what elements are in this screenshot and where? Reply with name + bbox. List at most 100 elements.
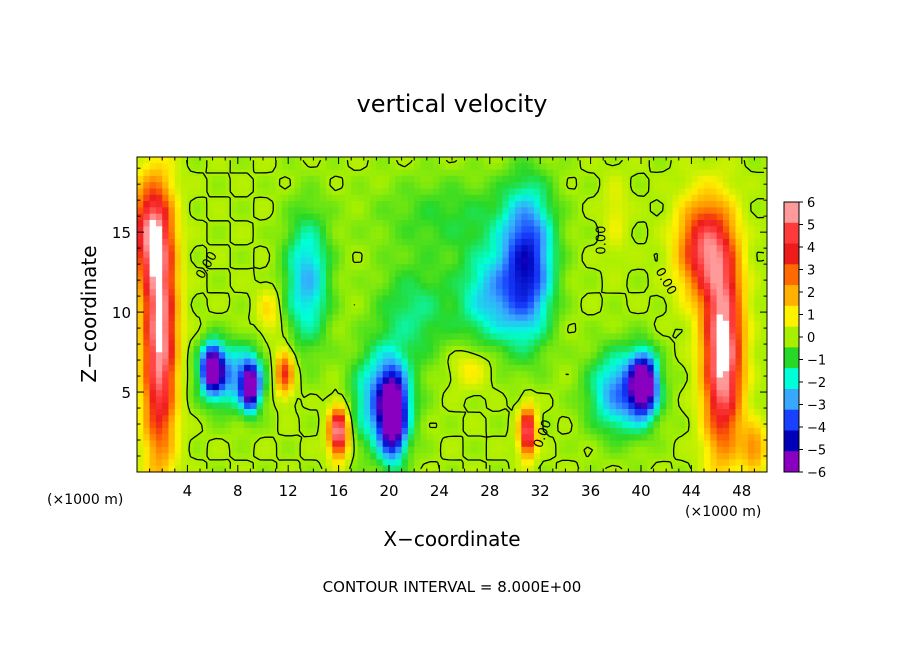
field-cell [319,157,327,164]
field-cell [552,314,560,322]
field-cell [760,301,767,309]
field-cell [407,264,415,271]
field-cell [218,446,226,454]
field-cell [281,175,289,183]
field-cell [351,213,359,221]
field-cell [187,314,195,322]
field-cell [370,283,377,290]
field-cell [319,320,327,328]
field-cell [351,421,359,429]
field-cell [590,238,598,246]
field-cell [609,427,617,435]
field-cell [218,434,226,442]
field-cell [659,251,667,259]
field-cell [483,169,491,177]
field-cell [508,352,516,360]
field-cell [666,245,674,253]
field-cell [641,201,648,208]
field-cell [496,213,503,221]
field-cell [137,358,144,366]
field-cell [464,163,472,171]
field-cell [552,276,560,284]
field-cell [754,434,762,442]
field-cell [338,402,346,410]
field-cell [181,327,188,334]
field-cell [307,409,314,416]
field-cell [678,396,686,404]
field-cell [250,465,258,472]
field-cell [496,453,503,460]
field-cell [515,308,522,316]
field-cell [508,465,516,472]
field-cell [710,188,718,196]
field-cell [552,364,560,372]
field-cell [206,415,214,423]
field-cell [281,446,289,454]
field-cell [470,390,478,397]
field-cell [691,415,699,423]
field-cell [244,409,251,416]
field-cell [741,251,749,259]
field-cell [489,453,497,460]
field-cell [533,327,541,334]
field-cell [414,207,422,215]
field-cell [748,446,755,454]
field-cell [433,232,440,240]
field-cell [313,220,321,227]
field-cell [489,421,497,429]
field-cell [540,440,548,448]
field-cell [691,339,699,347]
field-cell [137,264,144,271]
field-cell [470,226,478,234]
field-cell [401,364,409,372]
field-cell [697,383,705,391]
field-cell [275,188,283,196]
field-cell [326,358,333,366]
field-cell [647,264,655,271]
field-cell [370,327,377,334]
field-cell [559,434,566,442]
field-cell [414,201,422,208]
field-cell [704,320,711,328]
field-cell [735,402,743,410]
field-cell [168,289,176,297]
field-cell [735,232,743,240]
field-cell [729,320,737,328]
field-cell [281,232,289,240]
field-cell [735,346,743,353]
field-cell [464,465,472,472]
field-cell [426,465,434,472]
field-cell [622,415,629,423]
field-cell [137,421,144,429]
field-cell [326,409,333,416]
field-cell [263,377,270,385]
field-cell [748,440,755,448]
field-cell [426,238,434,246]
field-cell [527,213,535,221]
field-cell [754,320,762,328]
field-cell [634,314,642,322]
field-cell [540,213,548,221]
field-cell [326,169,333,177]
field-cell [521,295,529,303]
field-cell [735,276,743,284]
field-cell [155,459,163,467]
field-cell [326,251,333,259]
field-cell [477,301,485,309]
field-cell [382,232,390,240]
field-cell [584,358,592,366]
field-cell [470,232,478,240]
field-cell [641,402,648,410]
field-cell [420,427,428,435]
field-cell [426,251,434,259]
field-cell [244,301,251,309]
field-cell [200,238,207,246]
field-cell [206,421,214,429]
field-cell [168,327,176,334]
field-cell [697,358,705,366]
field-cell [275,232,283,240]
field-cell [237,364,245,372]
field-cell [420,238,428,246]
field-cell [137,289,144,297]
field-cell [691,352,699,360]
